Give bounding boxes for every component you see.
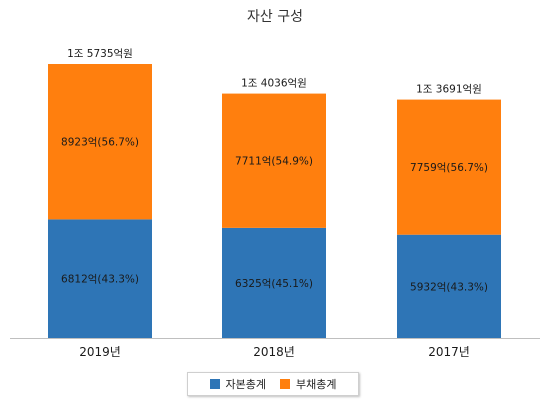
bar-liabilities-2018 — [222, 93, 326, 228]
legend: 자본총계 부채총계 — [187, 372, 359, 396]
legend-swatch-equity — [209, 379, 220, 389]
bar-equity-2017 — [397, 234, 501, 338]
bar-equity-2018 — [222, 227, 326, 338]
legend-swatch-liabilities — [280, 379, 290, 389]
total-label-2018: 1조 4036억원 — [241, 78, 307, 90]
x-tick-label-2019: 2019년 — [79, 345, 121, 359]
total-label-2017: 1조 3691억원 — [416, 84, 482, 96]
data-label-liabilities-2017: 7759억(56.7%) — [410, 162, 488, 174]
legend-label-liabilities: 부채총계 — [296, 378, 337, 391]
x-tick-label-2018: 2018년 — [253, 345, 295, 359]
data-label-equity-2017: 5932억(43.3%) — [410, 281, 488, 293]
data-label-liabilities-2018: 7711억(54.9%) — [235, 156, 313, 168]
chart-title: 자산 구성 — [247, 9, 303, 25]
x-tick-label-2017: 2017년 — [428, 345, 470, 359]
bar-liabilities-2019 — [48, 64, 152, 220]
bar-equity-2019 — [48, 219, 152, 338]
data-label-equity-2018: 6325억(45.1%) — [235, 278, 313, 290]
legend-item-equity: 자본총계 — [209, 376, 266, 392]
bar-liabilities-2017 — [397, 99, 501, 235]
data-label-liabilities-2019: 8923억(56.7%) — [61, 137, 139, 149]
legend-label-equity: 자본총계 — [225, 378, 266, 391]
legend-item-liabilities: 부채총계 — [280, 376, 336, 392]
total-label-2019: 1조 5735억원 — [67, 48, 133, 60]
data-label-equity-2019: 6812억(43.3%) — [61, 274, 139, 286]
